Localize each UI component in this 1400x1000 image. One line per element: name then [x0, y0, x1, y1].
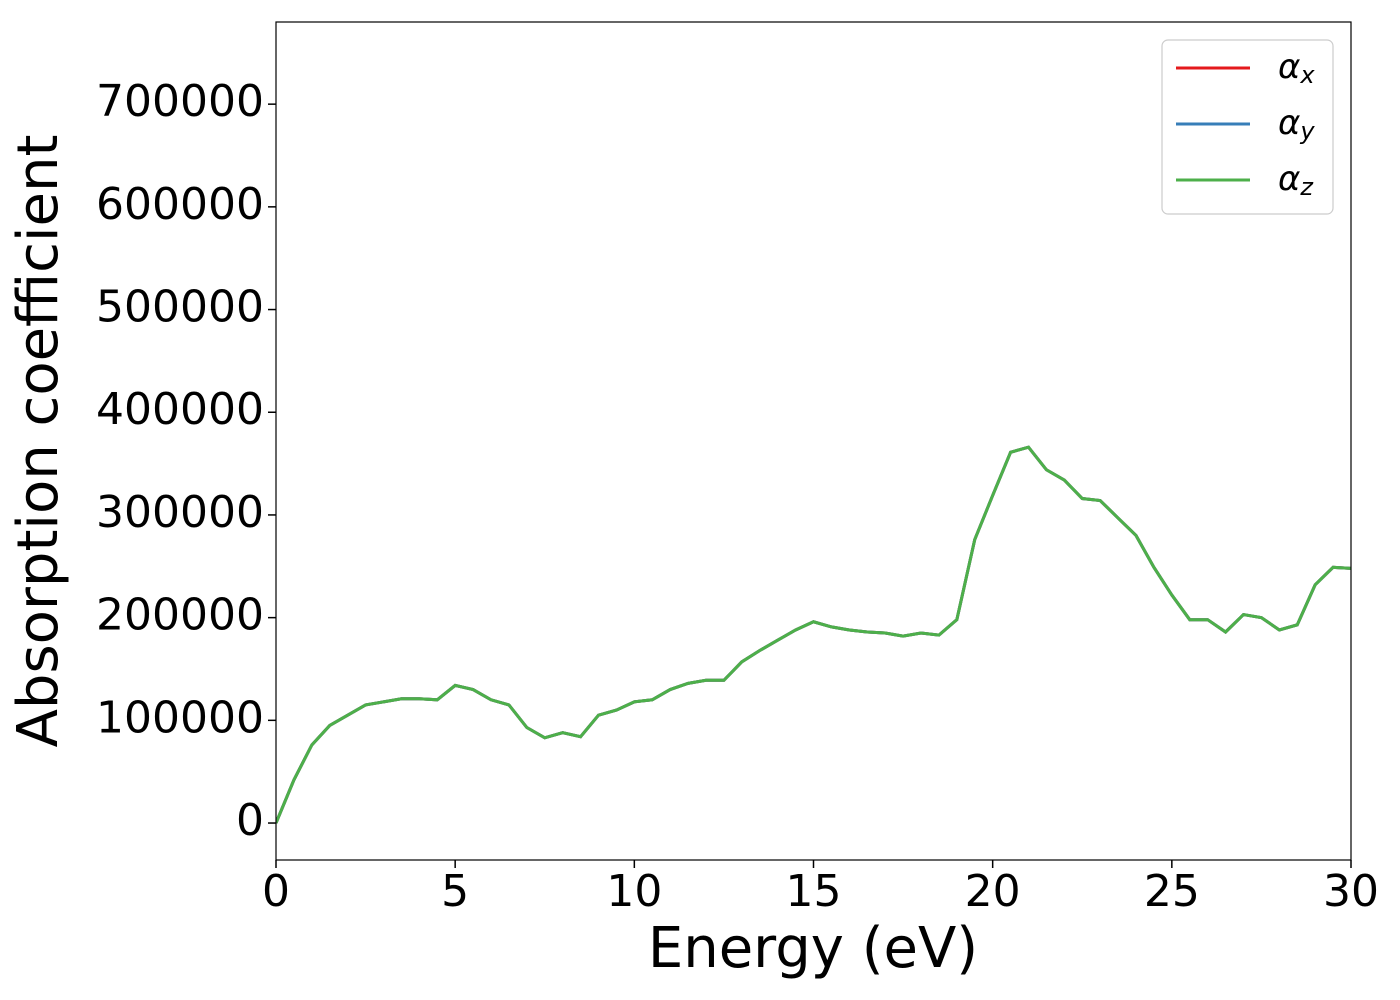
y-tick-label: 600000: [96, 179, 264, 230]
legend-box: [1161, 39, 1334, 215]
y-tick-label: 200000: [96, 590, 264, 641]
x-tick-label: 25: [1144, 866, 1200, 917]
x-tick-label: 20: [965, 866, 1021, 917]
y-tick-label: 400000: [96, 384, 264, 435]
x-axis-label: Energy (eV): [648, 916, 978, 981]
y-tick-label: 0: [236, 795, 264, 846]
x-tick-label: 15: [786, 866, 842, 917]
x-tick-label: 10: [606, 866, 662, 917]
y-tick-label: 300000: [96, 487, 264, 538]
x-tick-label: 5: [441, 866, 469, 917]
legend-label: αz: [1278, 159, 1314, 202]
y-tick-label: 100000: [96, 692, 264, 743]
legend-label: αy: [1278, 103, 1315, 146]
y-axis-label: Absorption coefficient: [6, 135, 71, 748]
y-tick-label: 500000: [96, 282, 264, 333]
series-line: [276, 445, 1351, 824]
y-tick-label: 700000: [96, 76, 264, 127]
x-tick-label: 30: [1323, 866, 1379, 917]
plot-frame: [275, 21, 1352, 861]
x-tick-label: 0: [262, 866, 290, 917]
legend-label: αx: [1278, 47, 1315, 90]
series-line: [276, 445, 1351, 824]
series-line: [276, 445, 1351, 824]
